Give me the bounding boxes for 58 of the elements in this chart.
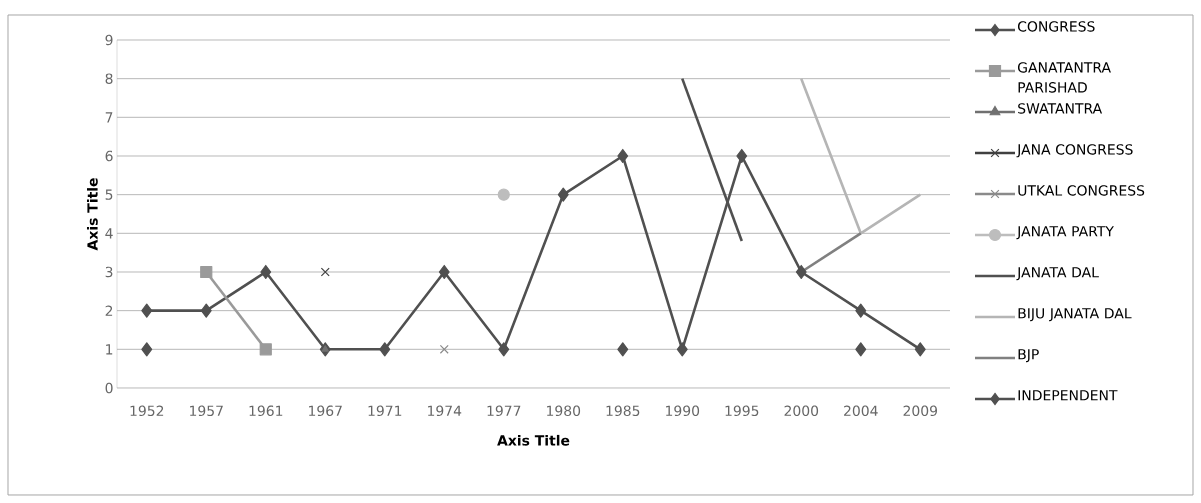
x-axis-title: Axis Title: [497, 434, 570, 446]
x-tick-label: 1985: [606, 405, 640, 417]
y-tick-label: 4: [105, 228, 113, 239]
x-tick-label: 1977: [487, 405, 521, 417]
x-tick-label: 1971: [368, 405, 402, 417]
legend-label: GANATANTRA PARISHAD: [1017, 62, 1111, 93]
point: [320, 267, 330, 277]
point: [260, 264, 272, 280]
x-tick-label: 1995: [725, 405, 759, 417]
point: [736, 148, 748, 164]
y-tick-label: 0: [105, 382, 113, 394]
y-tick-label: 2: [105, 305, 113, 316]
point: [617, 342, 629, 357]
legend-label: JANATA PARTY: [1016, 226, 1114, 240]
point: [617, 148, 629, 164]
point: [497, 188, 510, 201]
legend-label: SWATANTRA: [1018, 103, 1103, 114]
x-tick-label: 1980: [547, 405, 581, 417]
point: [498, 342, 510, 357]
y-tick-label: 9: [105, 34, 113, 46]
x-tick-label: 1974: [428, 405, 462, 417]
point: [438, 264, 450, 280]
point: [439, 344, 449, 354]
point: [855, 303, 867, 318]
y-tick-label: 6: [105, 150, 113, 162]
x-tick-label: 2000: [784, 405, 819, 417]
legend-label: CONGRESS: [1017, 21, 1095, 32]
legend-label: INDEPENDENT: [1018, 390, 1118, 401]
x-tick-label: 1952: [130, 405, 164, 417]
point: [321, 345, 329, 352]
point: [259, 343, 272, 356]
y-tick-label: 8: [105, 73, 113, 84]
point: [379, 342, 391, 357]
legend-label: BJP: [1018, 349, 1039, 363]
x-tick-label: 2004: [844, 405, 878, 417]
legend-label: BIJU JANATA DAL: [1018, 308, 1132, 322]
y-tick-label: 5: [105, 189, 113, 200]
point: [795, 264, 807, 280]
point: [676, 342, 688, 357]
point: [200, 265, 213, 279]
point: [557, 187, 569, 202]
y-axis-title: Axis Title: [86, 178, 98, 251]
point: [914, 342, 926, 357]
point: [141, 342, 153, 357]
x-tick-label: 2009: [903, 405, 938, 417]
legend-label: JANA CONGRESS: [1016, 144, 1133, 158]
x-tick-label: 1957: [190, 405, 223, 417]
point: [855, 342, 867, 357]
y-tick-label: 3: [105, 266, 113, 278]
x-tick-label: 1961: [249, 405, 283, 417]
point: [200, 303, 212, 318]
x-tick-label: 1990: [666, 405, 700, 417]
y-tick-label: 7: [105, 112, 113, 123]
y-tick-label: 1: [106, 344, 113, 355]
x-tick-label: 1967: [309, 405, 342, 417]
legend-label: UTKAL CONGRESS: [1018, 185, 1145, 196]
point: [141, 303, 153, 318]
legend-label: JANATA DAL: [1016, 267, 1099, 281]
